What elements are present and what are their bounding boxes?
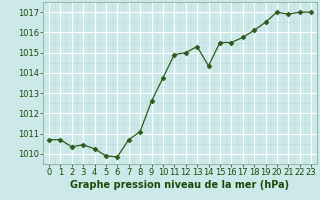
X-axis label: Graphe pression niveau de la mer (hPa): Graphe pression niveau de la mer (hPa): [70, 180, 290, 190]
